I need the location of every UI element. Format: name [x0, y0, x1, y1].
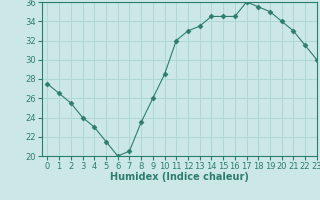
X-axis label: Humidex (Indice chaleur): Humidex (Indice chaleur) [110, 172, 249, 182]
